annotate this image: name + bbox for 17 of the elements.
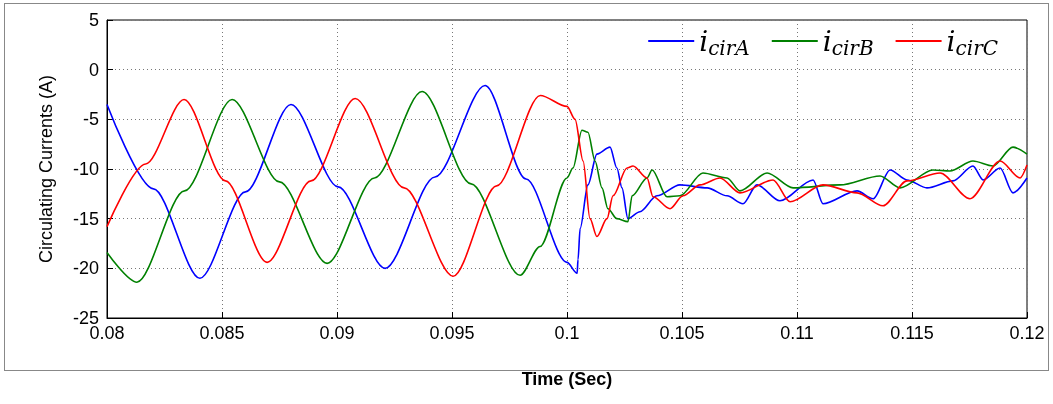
x-tick-label: 0.1: [554, 323, 580, 343]
y-tick-label: -5: [82, 109, 99, 130]
y-tick-label: -20: [72, 258, 99, 279]
y-tick-label: -10: [72, 159, 99, 179]
x-tick-label: 0.12: [1009, 323, 1045, 343]
x-tick-label: 0.115: [890, 323, 934, 343]
x-tick-label: 0.11: [780, 323, 814, 343]
x-tick-label: 0.09: [319, 323, 355, 343]
y-tick-label: -15: [72, 208, 99, 229]
y-tick-label: 5: [88, 10, 99, 30]
y-axis-title: Circulating Currents (A): [36, 74, 56, 264]
x-tick-label: 0.085: [199, 323, 245, 343]
x-tick-label: 0.095: [429, 323, 475, 343]
x-axis-title: Time (Sec): [521, 369, 613, 389]
x-tick-label: 0.105: [659, 323, 705, 343]
y-tick-label: 0: [88, 59, 99, 80]
x-tick-label: 0.08: [89, 323, 125, 343]
